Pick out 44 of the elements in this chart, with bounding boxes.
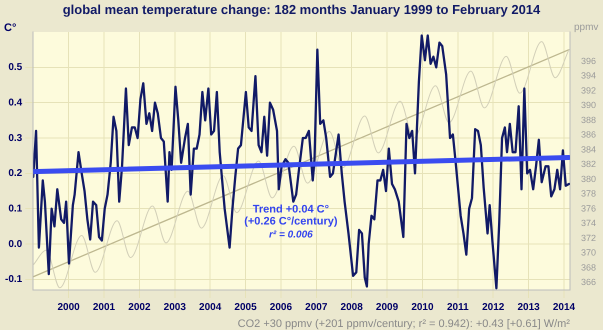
y-tick-label: -0.1 <box>4 274 23 286</box>
x-tick-label: 2013 <box>517 302 540 313</box>
y-axis-title: C° <box>4 22 16 34</box>
y2-tick-label: 368 <box>580 262 596 272</box>
y-tick-label: 0.3 <box>8 132 23 144</box>
x-tick-label: 2000 <box>57 302 80 313</box>
annotation: r² = 0.006 <box>269 230 314 241</box>
y2-tick-label: 380 <box>580 174 596 184</box>
y2-tick-label: 372 <box>580 232 596 243</box>
x-tick-label: 2003 <box>164 302 186 313</box>
y-tick-label: 0.2 <box>8 168 23 180</box>
y-tick-label: 0.0 <box>8 238 23 250</box>
y2-tick-label: 384 <box>580 144 596 154</box>
y2-tick-label: 366 <box>580 277 596 288</box>
x-tick-label: 2007 <box>305 302 328 313</box>
x-tick-label: 2005 <box>234 302 258 313</box>
y-tick-label: 0.5 <box>8 62 23 74</box>
y-tick-label: 0.4 <box>8 97 23 108</box>
y2-tick-label: 374 <box>580 218 596 228</box>
x-tick-label: 2004 <box>199 302 222 313</box>
x-tick-label: 2009 <box>376 302 399 313</box>
y2-tick-label: 376 <box>580 203 596 214</box>
x-tick-label: 2014 <box>552 302 576 313</box>
x-tick-label: 2008 <box>340 302 364 313</box>
y2-tick-label: 390 <box>580 100 596 110</box>
x-tick-label: 2011 <box>446 302 470 313</box>
y2-axis-title: ppmv <box>574 22 598 33</box>
y2-tick-label: 370 <box>580 248 596 258</box>
x-tick-label: 2006 <box>270 302 292 313</box>
chart-title: global mean temperature change: 182 months January 1999 to February 2014 <box>62 1 542 19</box>
y-tick-label: 0.1 <box>8 203 23 214</box>
x-tick-label: 2001 <box>92 302 116 313</box>
y2-tick-label: 394 <box>580 70 596 81</box>
x-tick-label: 2002 <box>128 302 151 313</box>
y2-tick-label: 386 <box>580 130 596 140</box>
annotation: Trend +0.04 C° (+0.26 C°/century) <box>244 204 338 228</box>
x-tick-label: 2012 <box>482 302 505 313</box>
text: CO2 +30 ppmv (+201 ppmv/century; r² = 0.942): +0.43 [+0.61] W/m² <box>238 318 570 330</box>
y2-tick-label: 378 <box>580 188 596 199</box>
y2-tick-label: 388 <box>580 114 596 125</box>
y2-tick-label: 382 <box>580 159 596 170</box>
x-tick-label: 2010 <box>411 302 434 313</box>
y2-tick-label: 392 <box>580 85 596 96</box>
y2-tick-label: 396 <box>580 56 596 66</box>
